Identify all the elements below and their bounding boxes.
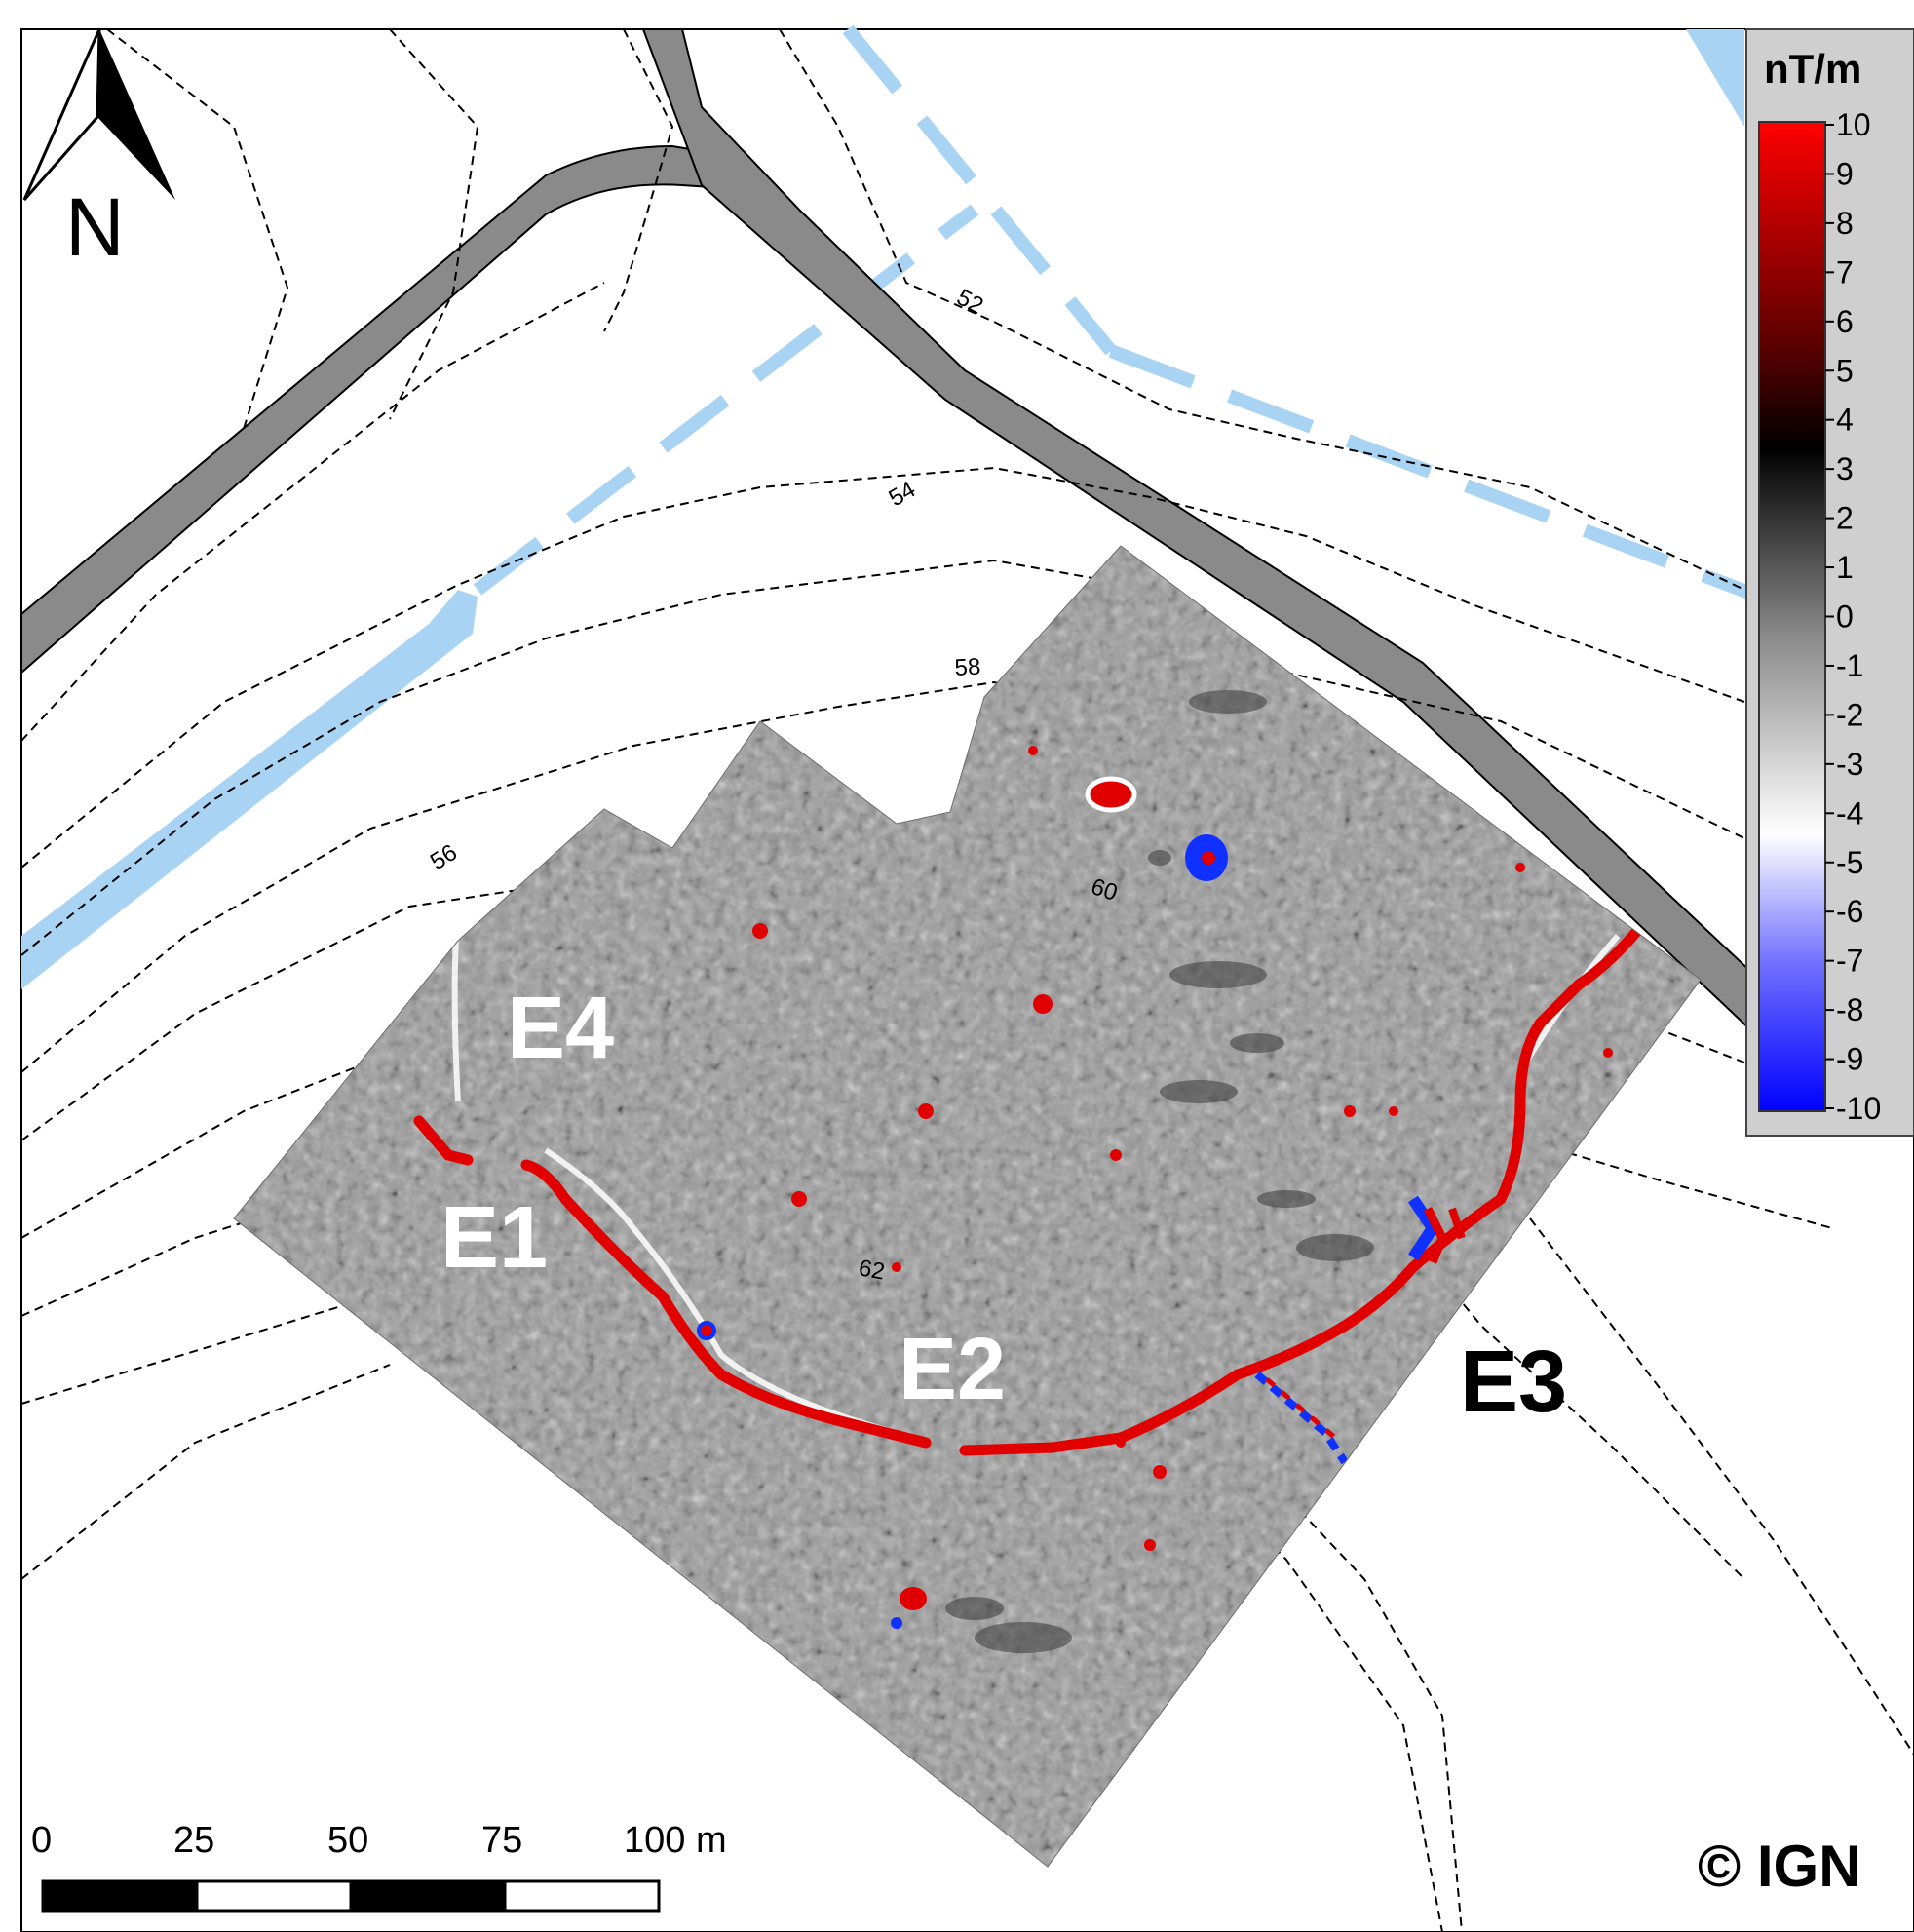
anomaly-dipoles	[697, 746, 1613, 1629]
ditch-e1	[520, 1159, 932, 1449]
legend-tick-label: 4	[1836, 403, 1854, 438]
copyright-text: © IGN	[1698, 1834, 1861, 1899]
survey-outline	[233, 545, 1702, 1868]
legend-tick-label: 8	[1836, 206, 1854, 241]
legend-tick-label: -1	[1836, 648, 1863, 683]
water-dashed-channel-2	[842, 24, 1117, 356]
legend-title: nT/m	[1764, 46, 1861, 92]
north-arrow-icon	[22, 28, 175, 201]
roads	[20, 28, 1755, 1036]
legend-tick-label: 2	[1836, 501, 1854, 536]
legend-tick-label: 10	[1836, 107, 1871, 142]
water-dashed-channel-1	[473, 204, 979, 596]
feature-labels: E4 E1 E2 E3	[440, 980, 1567, 1431]
contour-label-62: 62	[857, 1255, 887, 1285]
legend-tick-label: -8	[1836, 992, 1863, 1027]
scale-label-50: 50	[327, 1820, 368, 1861]
scale-segment-3	[349, 1879, 507, 1913]
feature-label-e1: E1	[440, 1189, 548, 1287]
legend-tick-label: -4	[1836, 795, 1863, 831]
north-arrow: N	[22, 28, 175, 273]
legend-tick-label: -2	[1836, 697, 1863, 732]
scale-label-75: 75	[481, 1820, 522, 1861]
anomaly-e3-cluster	[1254, 1195, 1466, 1465]
scale-label-25: 25	[173, 1820, 214, 1861]
scale-segment-2	[195, 1879, 353, 1913]
legend-tick-label: -6	[1836, 894, 1863, 929]
legend-tick-label: 6	[1836, 304, 1854, 339]
road-main-southeast	[641, 28, 1755, 1036]
legend-tick-label: -9	[1836, 1042, 1863, 1077]
scale-bar: 0 25 50 75 100 m	[31, 1820, 727, 1913]
legend-tick-label: -7	[1836, 944, 1863, 979]
legend-tick-label: -5	[1836, 845, 1863, 880]
legend-tick-label: -3	[1836, 747, 1863, 782]
north-label: N	[65, 181, 125, 273]
contour-label-58: 58	[954, 654, 981, 681]
water-dashed-channel-3	[1108, 344, 1757, 601]
feature-label-e4: E4	[507, 980, 614, 1077]
ditch-e4	[413, 1115, 474, 1166]
scale-segment-4	[503, 1879, 661, 1913]
water-features	[21, 24, 1757, 989]
legend-tick-label: -10	[1836, 1091, 1881, 1126]
legend-tick-label: 0	[1836, 599, 1854, 635]
legend-tick-label: 1	[1836, 550, 1854, 585]
scale-segment-1	[41, 1879, 199, 1913]
scale-label-0: 0	[31, 1820, 52, 1861]
water-river	[21, 590, 478, 989]
legend-colorbar	[1758, 121, 1826, 1112]
legend-tick-label: 5	[1836, 353, 1854, 388]
feature-label-e3: E3	[1460, 1333, 1567, 1431]
legend-tick-label: 7	[1836, 254, 1854, 290]
water-corner	[1686, 29, 1744, 127]
legend-tick-label: 9	[1836, 156, 1854, 191]
legend-tick-label: 3	[1836, 451, 1854, 486]
feature-label-e2: E2	[899, 1321, 1006, 1418]
scale-label-100: 100 m	[624, 1820, 727, 1861]
